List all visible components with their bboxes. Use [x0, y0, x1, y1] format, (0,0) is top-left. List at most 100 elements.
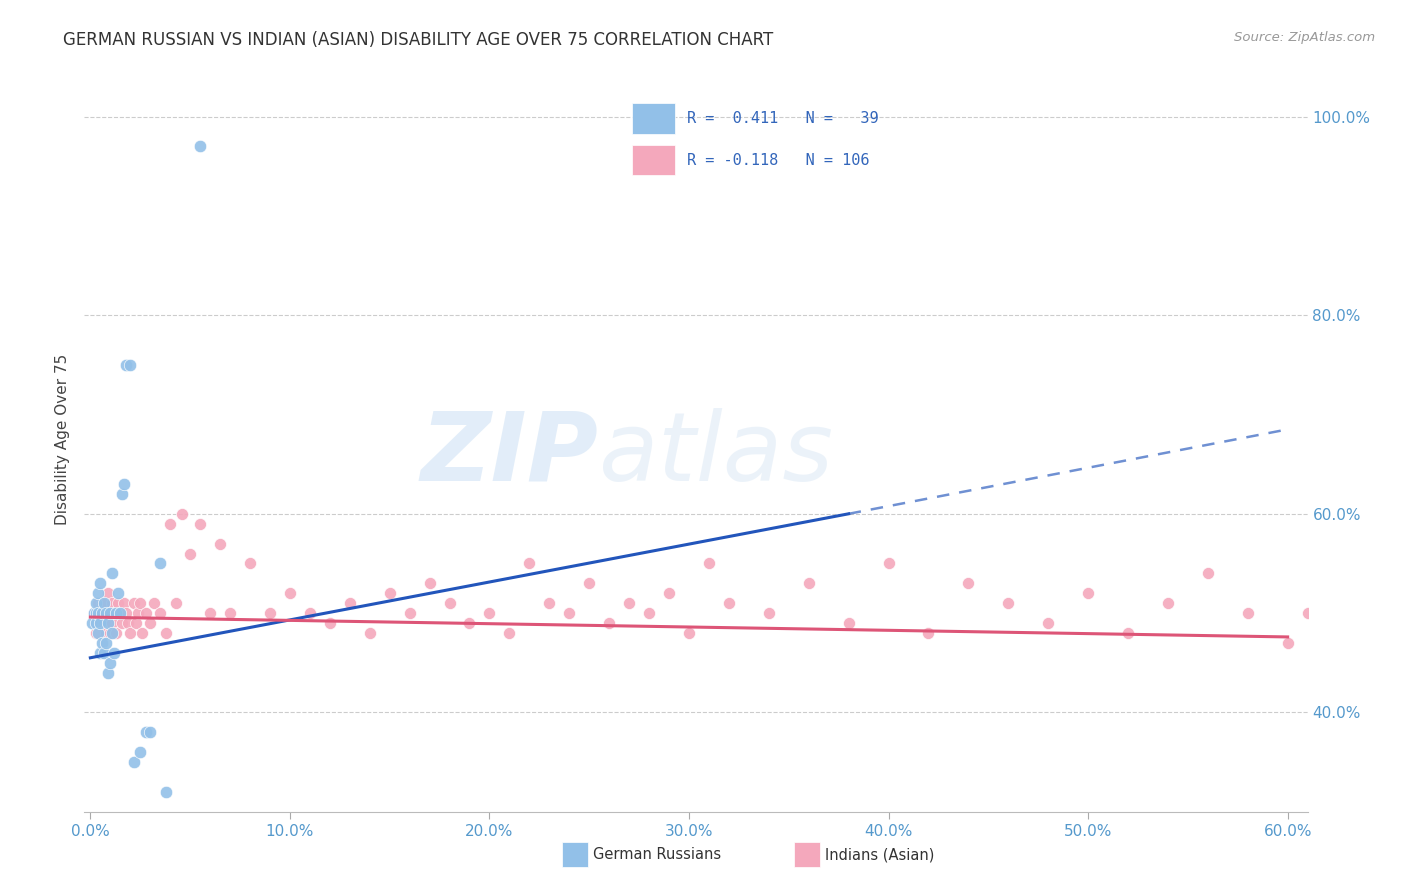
Point	[174, 814, 197, 829]
Point	[1396, 626, 1406, 640]
Point	[97, 615, 120, 630]
Point	[87, 586, 110, 600]
Point	[97, 586, 120, 600]
Point	[107, 586, 129, 600]
Point	[957, 576, 980, 591]
Text: atlas: atlas	[598, 408, 834, 500]
Point	[91, 606, 114, 620]
Point	[155, 785, 177, 799]
Point	[97, 606, 120, 620]
Point	[239, 557, 262, 571]
Point	[188, 516, 211, 531]
Point	[83, 606, 105, 620]
Point	[93, 615, 115, 630]
Point	[1336, 646, 1358, 660]
Point	[697, 557, 720, 571]
Point	[122, 755, 145, 769]
Point	[498, 626, 520, 640]
Point	[107, 596, 129, 610]
Point	[93, 646, 115, 660]
Point	[658, 586, 681, 600]
Point	[997, 596, 1019, 610]
Point	[129, 745, 152, 759]
Point	[419, 576, 441, 591]
Point	[1157, 596, 1180, 610]
Point	[398, 606, 420, 620]
Point	[149, 557, 172, 571]
Text: Source: ZipAtlas.com: Source: ZipAtlas.com	[1234, 31, 1375, 45]
Point	[149, 606, 172, 620]
Point	[87, 606, 110, 620]
Point	[439, 596, 461, 610]
Point	[638, 606, 661, 620]
Point	[155, 626, 177, 640]
Point	[458, 615, 481, 630]
Point	[159, 516, 181, 531]
Point	[143, 596, 166, 610]
Point	[103, 646, 125, 660]
Point	[91, 596, 114, 610]
Point	[87, 606, 110, 620]
Point	[538, 596, 561, 610]
Point	[86, 626, 108, 640]
Point	[110, 606, 132, 620]
Point	[359, 626, 381, 640]
Point	[339, 596, 361, 610]
Point	[139, 725, 162, 739]
Point	[105, 626, 128, 640]
Point	[131, 626, 153, 640]
Point	[89, 615, 111, 630]
Point	[1077, 586, 1099, 600]
Point	[165, 596, 187, 610]
Point	[179, 547, 201, 561]
Y-axis label: Disability Age Over 75: Disability Age Over 75	[55, 354, 70, 524]
Point	[558, 606, 581, 620]
Point	[98, 606, 121, 620]
Text: ZIP: ZIP	[420, 408, 598, 500]
Point	[97, 665, 120, 680]
Point	[87, 626, 110, 640]
Point	[1277, 636, 1299, 650]
Point	[89, 615, 111, 630]
Point	[797, 576, 820, 591]
Text: German Russians: German Russians	[593, 847, 721, 862]
Point	[115, 606, 138, 620]
Point	[98, 626, 121, 640]
Point	[120, 626, 142, 640]
Point	[117, 615, 139, 630]
Point	[598, 615, 620, 630]
Point	[122, 596, 145, 610]
Point	[259, 606, 281, 620]
Point	[139, 615, 162, 630]
Point	[82, 615, 104, 630]
Point	[172, 507, 194, 521]
Point	[617, 596, 640, 610]
Point	[129, 596, 152, 610]
Point	[112, 477, 135, 491]
Point	[101, 626, 124, 640]
Point	[115, 358, 138, 372]
Point	[91, 636, 114, 650]
Point	[378, 586, 401, 600]
Point	[89, 606, 111, 620]
Point	[678, 626, 700, 640]
Point	[91, 606, 114, 620]
Point	[86, 615, 108, 630]
Point	[1036, 615, 1059, 630]
Point	[93, 606, 115, 620]
Point	[125, 615, 148, 630]
Point	[917, 626, 939, 640]
Point	[111, 615, 134, 630]
Point	[838, 615, 860, 630]
Point	[101, 566, 124, 581]
Point	[1296, 606, 1319, 620]
Point	[83, 606, 105, 620]
Point	[278, 586, 301, 600]
Point	[877, 557, 900, 571]
Point	[188, 139, 211, 153]
Point	[219, 606, 242, 620]
Point	[96, 596, 118, 610]
Point	[120, 358, 142, 372]
Point	[1116, 626, 1139, 640]
Point	[110, 606, 132, 620]
